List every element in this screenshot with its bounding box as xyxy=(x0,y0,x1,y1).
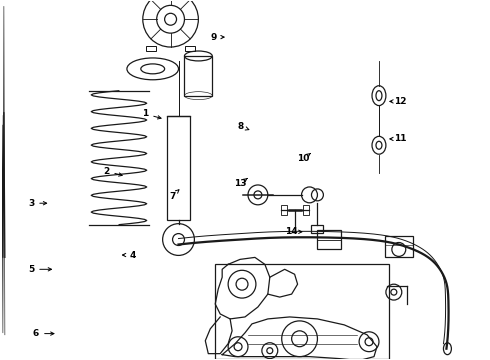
Text: 1: 1 xyxy=(142,109,148,118)
Text: 4: 4 xyxy=(130,251,136,260)
Bar xyxy=(167,116,191,220)
Bar xyxy=(318,230,341,249)
Bar xyxy=(146,46,156,51)
Text: 7: 7 xyxy=(169,192,175,201)
Text: 6: 6 xyxy=(33,329,39,338)
Text: 13: 13 xyxy=(234,179,246,188)
Bar xyxy=(215,264,389,359)
Text: 3: 3 xyxy=(28,199,34,208)
Text: 9: 9 xyxy=(210,33,217,42)
Bar xyxy=(312,225,323,233)
Text: 14: 14 xyxy=(285,227,297,236)
Text: 5: 5 xyxy=(28,265,34,274)
Text: 11: 11 xyxy=(394,134,407,143)
Bar xyxy=(281,205,287,215)
Text: 8: 8 xyxy=(237,122,243,131)
Bar xyxy=(185,46,195,51)
Text: 2: 2 xyxy=(103,167,110,176)
Bar xyxy=(184,56,212,96)
Text: 12: 12 xyxy=(394,97,407,106)
Text: 10: 10 xyxy=(297,154,310,163)
Bar xyxy=(302,205,309,215)
Bar xyxy=(385,235,413,257)
